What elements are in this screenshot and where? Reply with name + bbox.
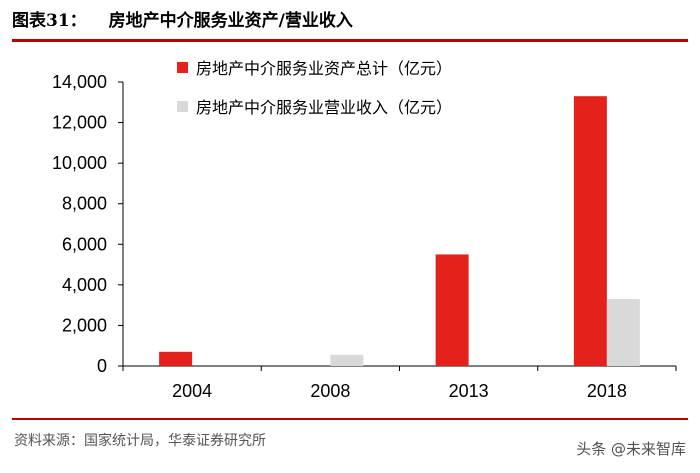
bar-revenue <box>330 354 364 366</box>
y-tick-label: 6,000 <box>62 234 107 254</box>
legend-swatch-revenue <box>177 101 188 112</box>
legend-label-revenue: 房地产中介服务业营业收入（亿元） <box>196 98 452 117</box>
bar-assets <box>159 351 193 366</box>
bar-assets <box>573 96 607 366</box>
top-divider <box>12 39 688 42</box>
y-tick-label: 12,000 <box>52 113 107 133</box>
figure-title: 图表31： 房地产中介服务业资产/营业收入 <box>12 6 688 36</box>
chart-title: 房地产中介服务业资产/营业收入 <box>108 11 353 31</box>
watermark: 头条 @未来智库 <box>576 440 686 458</box>
y-tick-label: 0 <box>97 356 107 376</box>
y-tick-label: 8,000 <box>62 194 107 214</box>
x-tick-label: 2018 <box>587 381 627 401</box>
bar-revenue <box>606 299 640 366</box>
bottom-divider <box>12 418 688 420</box>
y-tick-label: 14,000 <box>52 72 107 92</box>
source-note: 资料来源：国家统计局，华泰证券研究所 <box>14 433 266 449</box>
x-tick-label: 2008 <box>310 381 350 401</box>
y-tick-label: 2,000 <box>62 315 107 335</box>
legend-label-assets: 房地产中介服务业资产总计（亿元） <box>196 59 452 78</box>
x-tick-label: 2004 <box>172 381 212 401</box>
x-tick-label: 2013 <box>449 381 489 401</box>
bar-assets <box>435 254 469 366</box>
y-tick-label: 4,000 <box>62 275 107 295</box>
legend-swatch-assets <box>177 62 188 73</box>
figure-number: 图表31： <box>12 11 87 31</box>
y-tick-label: 10,000 <box>52 153 107 173</box>
